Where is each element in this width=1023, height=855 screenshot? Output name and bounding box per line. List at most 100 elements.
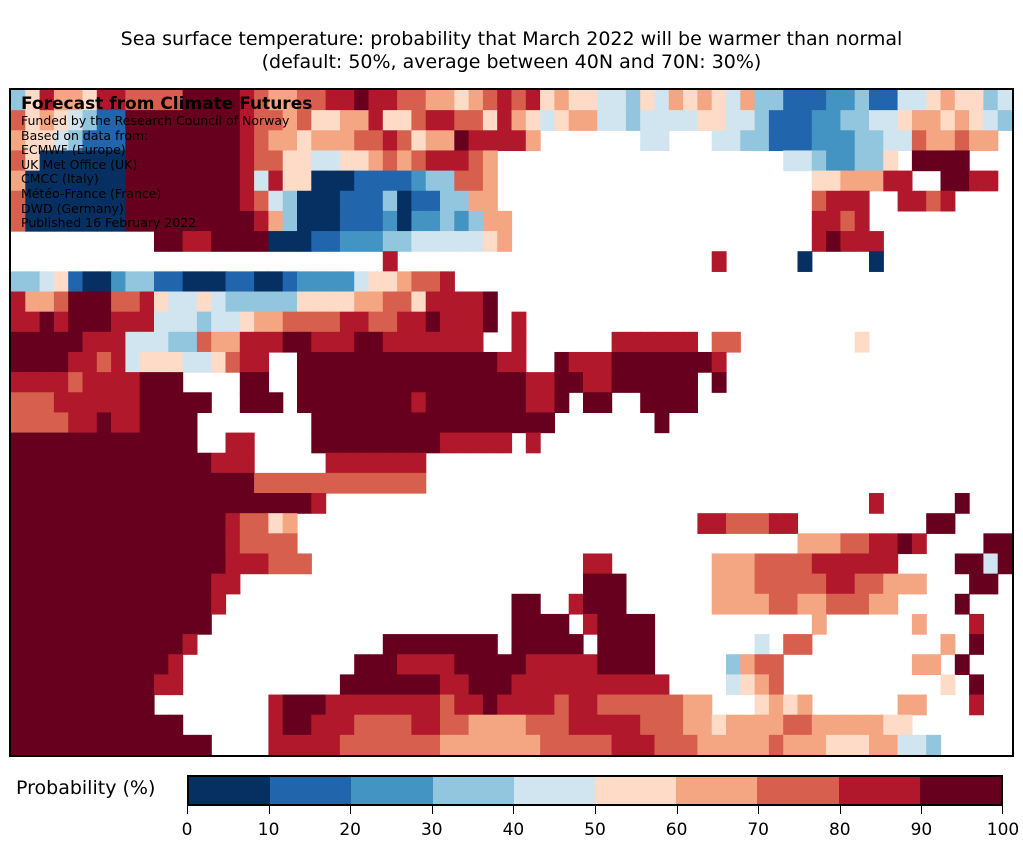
grid-cell (211, 533, 227, 555)
grid-cell (11, 190, 26, 212)
grid-cell (883, 553, 899, 575)
grid-cell (39, 210, 55, 232)
grid-cell (525, 593, 541, 615)
grid-cell (311, 694, 327, 716)
grid-cell (282, 533, 298, 555)
grid-cell (96, 472, 112, 494)
grid-cell (854, 593, 870, 615)
grid-cell (768, 694, 784, 716)
grid-cell (225, 331, 241, 353)
grid-cell (111, 311, 126, 333)
grid-cell (625, 714, 641, 736)
grid-cell (754, 130, 770, 152)
grid-cell (583, 694, 598, 716)
grid-cell (111, 170, 126, 192)
grid-cell (368, 654, 384, 675)
grid-cell (897, 110, 913, 131)
grid-cell (182, 553, 198, 575)
grid-cell (139, 493, 155, 514)
grid-cell (168, 634, 184, 655)
grid-cell (368, 372, 384, 393)
grid-cell (482, 170, 498, 192)
grid-cell (11, 472, 26, 494)
grid-cell (111, 432, 126, 454)
grid-cell (311, 130, 327, 152)
grid-cell (482, 432, 498, 454)
grid-cell (497, 90, 513, 111)
grid-cell (282, 170, 298, 192)
grid-cell (440, 412, 455, 434)
grid-cell (668, 694, 684, 716)
grid-cell (268, 190, 284, 212)
grid-cell (854, 90, 870, 111)
grid-cell (711, 714, 727, 736)
grid-cell (25, 351, 41, 373)
grid-cell (640, 734, 656, 755)
grid-cell (754, 674, 770, 696)
grid-cell (468, 291, 484, 313)
grid-cell (53, 372, 69, 393)
grid-cell (68, 553, 84, 575)
colorbar-tick (513, 806, 515, 814)
grid-cell (168, 714, 184, 736)
grid-cell (196, 130, 212, 152)
grid-cell (282, 694, 298, 716)
grid-cell (139, 634, 155, 655)
grid-cell (211, 271, 227, 293)
grid-cell (525, 130, 541, 152)
grid-cell (82, 634, 98, 655)
grid-cell (711, 130, 727, 152)
grid-cell (640, 694, 656, 716)
grid-cell (568, 674, 584, 696)
grid-cell (111, 210, 126, 232)
grid-cell (168, 190, 184, 212)
grid-cell (811, 130, 827, 152)
grid-cell (854, 110, 870, 131)
grid-cell (540, 714, 555, 736)
grid-cell (783, 513, 799, 534)
grid-cell (311, 714, 327, 736)
grid-cell (440, 311, 455, 333)
grid-cell (826, 573, 841, 595)
grid-cell (382, 231, 398, 252)
grid-cell (826, 190, 841, 212)
grid-cell (368, 90, 384, 111)
grid-cell (597, 714, 613, 736)
grid-cell (354, 130, 370, 152)
grid-cell (211, 351, 227, 373)
grid-cell (911, 533, 927, 555)
grid-cell (397, 654, 412, 675)
grid-cell (68, 513, 84, 534)
grid-cell (168, 553, 184, 575)
grid-cell (382, 210, 398, 232)
grid-cell (583, 351, 598, 373)
grid-cell (897, 90, 913, 111)
grid-cell (854, 130, 870, 152)
grid-cell (297, 493, 312, 514)
grid-cell (382, 150, 398, 172)
grid-cell (282, 190, 298, 212)
grid-cell (425, 170, 441, 192)
grid-cell (325, 351, 341, 373)
grid-cell (53, 493, 69, 514)
grid-cell (254, 493, 269, 514)
grid-cell (196, 452, 212, 474)
grid-cell (568, 714, 584, 736)
grid-cell (125, 613, 141, 635)
grid-cell (182, 392, 198, 414)
grid-cell (368, 150, 384, 172)
grid-cell (268, 331, 284, 353)
grid-cell (211, 593, 227, 615)
colorbar-tick-label: 30 (420, 820, 443, 840)
grid-cell (754, 513, 770, 534)
grid-cell (297, 331, 312, 353)
grid-cell (211, 573, 227, 595)
grid-cell (39, 311, 55, 333)
grid-cell (354, 472, 370, 494)
grid-cell (82, 513, 98, 534)
grid-cell (282, 331, 298, 353)
grid-cell (997, 553, 1012, 575)
grid-cell (997, 110, 1012, 131)
grid-cell (254, 90, 269, 111)
grid-cell (811, 190, 827, 212)
